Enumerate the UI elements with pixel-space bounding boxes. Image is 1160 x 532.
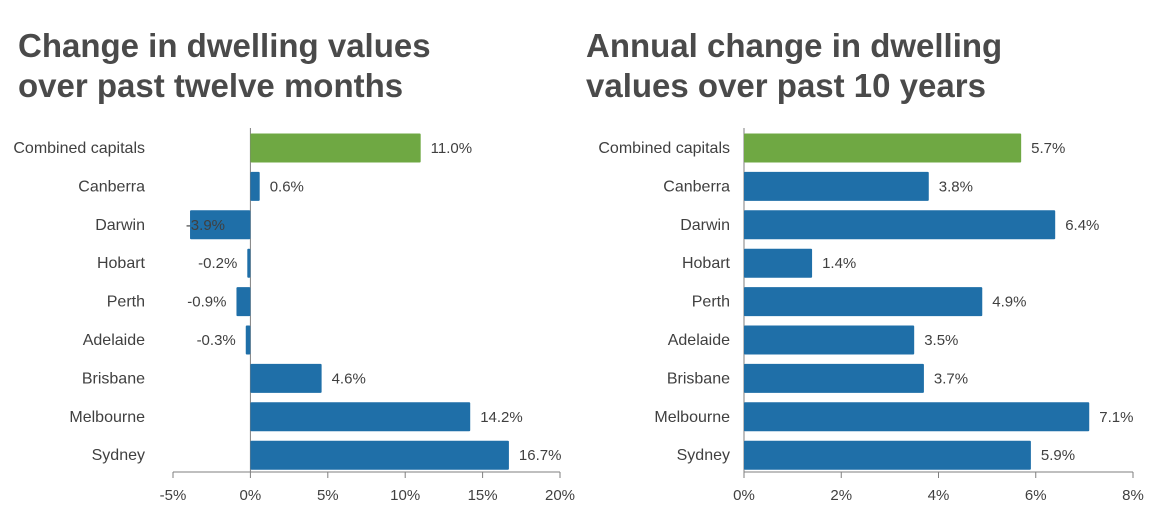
data-label: 3.5% [924, 332, 958, 349]
x-tick-label: 0% [240, 487, 262, 504]
chart-title-line: Annual change in dwelling [586, 27, 1003, 64]
category-label: Canberra [78, 178, 145, 195]
chart-title-line: Change in dwelling values [18, 27, 431, 64]
chart-panel-ten-years: Annual change in dwelling values over pa… [580, 0, 1160, 532]
category-label: Melbourne [654, 409, 730, 426]
bar [744, 210, 1056, 240]
bar [744, 402, 1090, 432]
bar [250, 171, 260, 201]
category-label: Hobart [682, 255, 731, 272]
bar-chart-twelve-months: -5% 0% 5% 10% 15% 20% Combined capitals 11.0% Ca… [13, 128, 575, 504]
category-label: Perth [107, 294, 145, 311]
data-label: 16.7% [519, 447, 562, 464]
bar [744, 440, 1031, 470]
data-label: -0.2% [198, 255, 237, 272]
chart-title-line: over past twelve months [18, 67, 404, 104]
data-label: 1.4% [822, 255, 856, 272]
category-label: Darwin [680, 217, 730, 234]
chart-title: Change in dwelling values over past twel… [18, 26, 538, 106]
category-label: Canberra [663, 178, 730, 195]
data-label: 4.6% [332, 370, 366, 387]
x-tick-label: 10% [390, 487, 420, 504]
x-tick-label: -5% [160, 487, 187, 504]
data-label: -0.3% [197, 332, 236, 349]
data-label: 0.6% [270, 178, 304, 195]
bar [190, 210, 251, 240]
x-tick-label: 15% [468, 487, 498, 504]
data-label: 6.4% [1065, 217, 1099, 234]
data-label: 3.7% [934, 370, 968, 387]
category-label: Darwin [95, 217, 145, 234]
data-label: 7.1% [1099, 409, 1133, 426]
x-tick-label: 5% [317, 487, 339, 504]
bar [250, 363, 322, 393]
data-label: 5.9% [1041, 447, 1075, 464]
bar [744, 171, 929, 201]
data-label: -0.9% [187, 294, 226, 311]
data-label: 11.0% [431, 140, 472, 157]
category-label: Sydney [92, 447, 145, 464]
x-tick-label: 2% [830, 487, 852, 504]
x-tick-label: 8% [1122, 487, 1144, 504]
category-label: Hobart [97, 255, 146, 272]
chart-panel-twelve-months: Change in dwelling values over past twel… [13, 26, 575, 504]
data-label: 14.2% [480, 409, 523, 426]
category-label: Combined capitals [598, 140, 730, 157]
bar [744, 133, 1022, 163]
x-tick-label: 0% [733, 487, 755, 504]
bar [250, 440, 509, 470]
bar [245, 325, 251, 355]
category-label: Combined capitals [13, 140, 145, 157]
x-tick-label: 4% [928, 487, 950, 504]
data-label: 5.7% [1031, 140, 1065, 157]
bar-chart-ten-years: 0% 2% 4% 6% 8% Combined capitals 5.7% Canberra 3… [598, 128, 1144, 504]
chart-title: Annual change in dwelling values over pa… [586, 26, 1146, 106]
x-tick-label: 20% [545, 487, 575, 504]
bar [236, 287, 251, 317]
bar [250, 402, 471, 432]
data-label: 3.8% [939, 178, 973, 195]
bar [744, 363, 924, 393]
bar [744, 287, 983, 317]
category-label: Melbourne [69, 409, 145, 426]
category-label: Sydney [677, 447, 730, 464]
category-label: Brisbane [667, 370, 730, 387]
category-label: Adelaide [668, 332, 730, 349]
bar [744, 248, 813, 278]
data-label: -3.9% [186, 217, 225, 234]
data-label: 4.9% [992, 294, 1026, 311]
category-label: Brisbane [82, 370, 145, 387]
x-tick-label: 6% [1025, 487, 1047, 504]
category-label: Perth [692, 294, 730, 311]
bar [744, 325, 915, 355]
bar [247, 248, 251, 278]
bar [250, 133, 421, 163]
chart-title-line: values over past 10 years [586, 67, 986, 104]
category-label: Adelaide [83, 332, 145, 349]
